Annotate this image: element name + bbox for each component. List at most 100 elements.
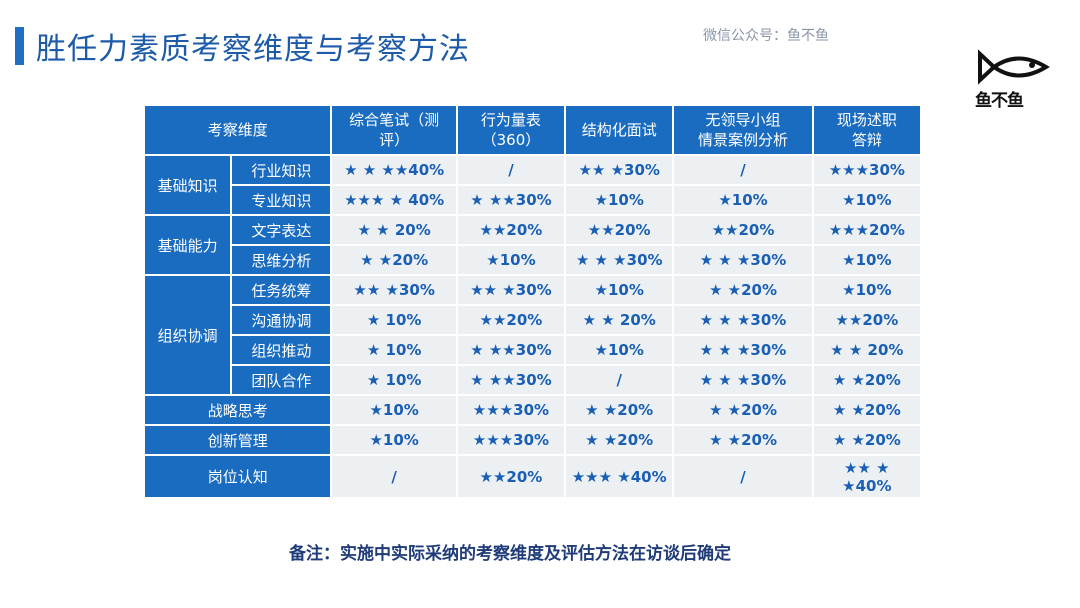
cell-line: ★40% bbox=[842, 476, 892, 495]
cell-line: 综合笔试（测 bbox=[349, 111, 440, 129]
column-header: 综合笔试（测 评） bbox=[330, 104, 458, 156]
column-header: 无领导小组情景案例分析 bbox=[672, 104, 814, 156]
rating-cell: ★ ★20% bbox=[672, 394, 814, 426]
rating-cell: ★ ★★30% bbox=[455, 364, 567, 396]
table-row: 组织推动 ★ 10% ★ ★★30% ★10% ★ ★ ★30% ★ ★ 20% bbox=[144, 334, 923, 366]
rating-cell: ★ ★ ★★40% bbox=[330, 154, 458, 186]
rating-cell: ★★20% bbox=[455, 454, 567, 499]
rating-cell: ★ ★20% bbox=[811, 424, 923, 456]
table-body: 基础知识 行业知识 ★ ★ ★★40% / ★★ ★30% / ★★★30% 专业知识 ★★★ … bbox=[142, 154, 923, 499]
row-label: 沟通协调 bbox=[230, 304, 333, 336]
table-row: 基础知识 行业知识 ★ ★ ★★40% / ★★ ★30% / ★★★30% bbox=[142, 154, 923, 216]
method-table: 考察维度 综合笔试（测 评） 行为量表 （360） 结构化面试 无领导小组 情景案例分析 现场述… bbox=[142, 104, 923, 499]
rating-cell: ★★★30% bbox=[455, 424, 567, 456]
rating-cell: / bbox=[564, 364, 675, 396]
column-header: 考察维度 bbox=[142, 104, 333, 156]
table-row: 创新管理 ★10% ★★★30% ★ ★20% ★ ★20% ★ ★20% bbox=[142, 424, 923, 456]
rating-cell: ★ ★ ★30% bbox=[672, 244, 814, 276]
rating-cell: ★ ★20% bbox=[811, 364, 923, 396]
rating-cell: ★ ★ ★30% bbox=[672, 334, 814, 366]
cell-line: （360） bbox=[481, 131, 541, 149]
rating-cell: ★ ★ 20% bbox=[811, 334, 923, 366]
cell-line: 考察维度 bbox=[207, 121, 268, 139]
rating-cell: / bbox=[672, 154, 814, 186]
watermark: 微信公众号：鱼不鱼 bbox=[703, 28, 829, 44]
column-header: 现场述职 答辩 bbox=[811, 104, 923, 156]
rating-cell: ★ ★20% bbox=[564, 394, 675, 426]
column-header: 行为量表 （360） bbox=[455, 104, 567, 156]
table-row: 沟通协调 ★ 10% ★★20% ★ ★ 20% ★ ★ ★30% ★★20% bbox=[144, 304, 923, 336]
table-row: 战略思考 ★10% ★★★30% ★ ★20% ★ ★20% ★ ★20% bbox=[142, 394, 923, 426]
rating-cell: ★ ★ 20% bbox=[564, 304, 675, 336]
rating-cell: ★ ★★30% bbox=[455, 334, 567, 366]
page-title: 胜任力素质考察维度与考察方法 bbox=[36, 32, 470, 67]
rating-cell: ★★★30% bbox=[811, 154, 923, 186]
logo-icon bbox=[978, 49, 1050, 85]
logo-text: 鱼不鱼 bbox=[975, 91, 1024, 111]
cell-line: 结构化面试 bbox=[581, 121, 657, 139]
rating-cell: ★10% bbox=[811, 274, 923, 306]
rating-cell: ★★20% bbox=[811, 304, 923, 336]
rating-cell: ★★20% bbox=[672, 214, 814, 246]
rating-cell: ★★★20% bbox=[811, 214, 923, 246]
table-row: 基础能力 文字表达 ★ ★ 20% ★★20% ★★20% ★★20% ★★★20% bbox=[142, 214, 923, 276]
rating-cell: ★10% bbox=[672, 184, 814, 216]
table-row: 团队合作 ★ 10% ★ ★★30% / ★ ★ ★30% ★ ★20% bbox=[144, 364, 923, 396]
rating-cell: ★★20% bbox=[455, 214, 567, 246]
rating-cell: / bbox=[330, 454, 458, 499]
footnote: 备注：实施中实际采纳的考察维度及评估方法在访谈后确定 bbox=[289, 544, 731, 564]
rating-cell: ★ 10% bbox=[330, 304, 458, 336]
rating-cell: ★ ★20% bbox=[672, 274, 814, 306]
group-label: 基础知识 bbox=[142, 154, 233, 216]
rating-cell: ★ ★★30% bbox=[455, 184, 567, 216]
rating-cell: ★★★ ★40% bbox=[564, 454, 675, 499]
group-label: 战略思考 bbox=[142, 394, 333, 426]
group-label: 组织协调 bbox=[142, 274, 233, 396]
rating-cell: ★10% bbox=[564, 334, 675, 366]
rating-cell: ★10% bbox=[564, 274, 675, 306]
rating-cell: ★★★30% bbox=[455, 394, 567, 426]
rating-cell: ★10% bbox=[330, 424, 458, 456]
rating-cell: ★10% bbox=[811, 244, 923, 276]
rating-cell: ★★20% bbox=[455, 304, 567, 336]
cell-line: 现场述职 bbox=[836, 111, 897, 129]
group-label: 创新管理 bbox=[142, 424, 333, 456]
row-label: 思维分析 bbox=[230, 244, 333, 276]
rating-cell: ★10% bbox=[330, 394, 458, 426]
cell-line: ★★ ★ bbox=[844, 458, 890, 477]
rating-cell: ★10% bbox=[811, 184, 923, 216]
title-bar bbox=[15, 27, 24, 65]
rating-cell: ★ 10% bbox=[330, 364, 458, 396]
rating-cell: ★10% bbox=[564, 184, 675, 216]
rating-cell: ★★ ★ ★40% bbox=[811, 454, 923, 499]
rating-cell: ★10% bbox=[455, 244, 567, 276]
rating-cell: ★ ★ 20% bbox=[330, 214, 458, 246]
row-label: 任务统筹 bbox=[230, 274, 333, 306]
column-header: 结构化面试 bbox=[564, 104, 675, 156]
row-label: 团队合作 bbox=[230, 364, 333, 396]
rating-cell: ★★★ ★ 40% bbox=[330, 184, 458, 216]
cell-line: 行为量表 bbox=[480, 111, 541, 129]
cell-line: 评） bbox=[379, 131, 410, 149]
cell-line: 情景案例分析 bbox=[697, 131, 788, 149]
cell-line: 无领导小组 bbox=[705, 111, 781, 129]
rating-cell: ★ ★ ★30% bbox=[672, 364, 814, 396]
rating-cell: ★ ★ ★30% bbox=[564, 244, 675, 276]
row-label: 文字表达 bbox=[230, 214, 333, 246]
rating-cell: ★ ★20% bbox=[811, 394, 923, 426]
group-label: 岗位认知 bbox=[142, 454, 333, 499]
rating-cell: ★ 10% bbox=[330, 334, 458, 366]
rating-cell: ★★ ★30% bbox=[455, 274, 567, 306]
row-label: 专业知识 bbox=[230, 184, 333, 216]
rating-cell: ★ ★20% bbox=[564, 424, 675, 456]
header-row: 考察维度 综合笔试（测 评） 行为量表 （360） 结构化面试 无领导小组 情景案例分析 现场述… bbox=[142, 104, 923, 156]
row-label: 行业知识 bbox=[230, 154, 333, 186]
rating-cell: / bbox=[672, 454, 814, 499]
rating-cell: ★★ ★30% bbox=[330, 274, 458, 306]
rating-cell: ★ ★ ★30% bbox=[672, 304, 814, 336]
table-row: 岗位认知 / ★★20% ★★★ ★40% / ★★ ★ ★40% bbox=[142, 454, 923, 499]
rating-cell: ★★ ★30% bbox=[564, 154, 675, 186]
rating-cell: ★ ★20% bbox=[330, 244, 458, 276]
group-label: 基础能力 bbox=[142, 214, 233, 276]
